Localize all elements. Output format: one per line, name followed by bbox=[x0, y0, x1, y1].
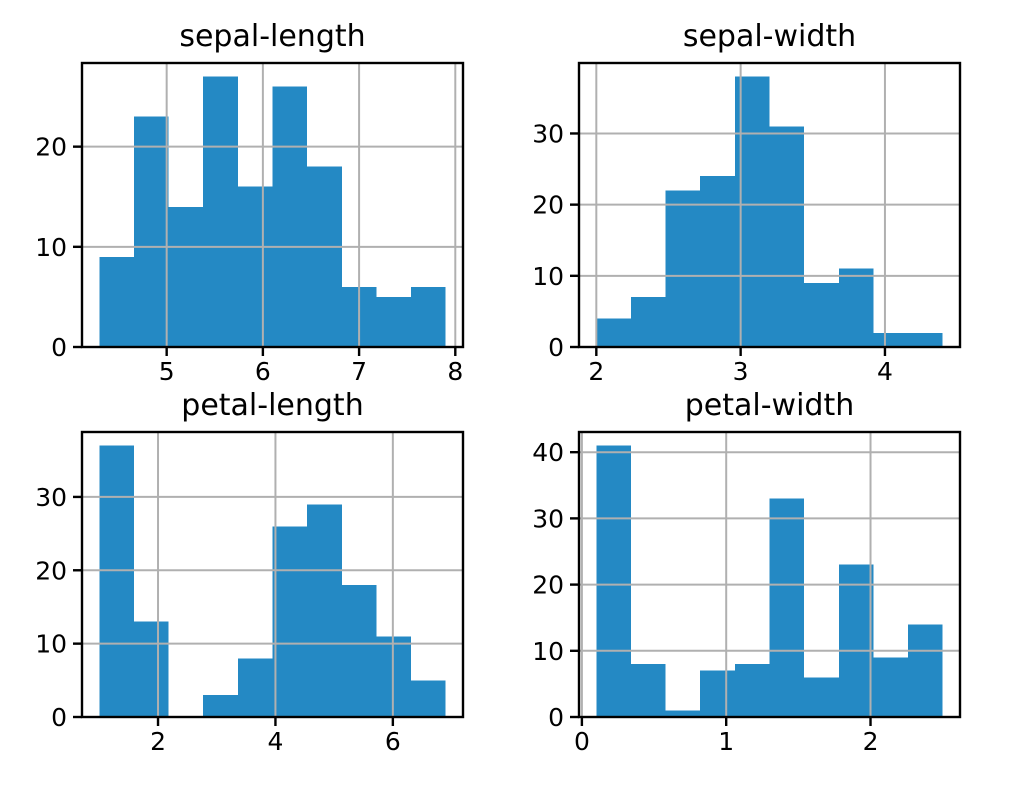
svg-text:2: 2 bbox=[863, 727, 879, 756]
axes-spines bbox=[577, 430, 962, 719]
svg-text:20: 20 bbox=[35, 556, 67, 585]
axes-spines bbox=[80, 430, 465, 719]
axis-layer: 2 3 4 0 10 20 30 bbox=[532, 119, 893, 386]
gridlines-layer bbox=[82, 63, 463, 348]
svg-text:10: 10 bbox=[532, 637, 564, 666]
svg-text:7: 7 bbox=[351, 357, 367, 386]
svg-text:20: 20 bbox=[532, 191, 564, 220]
svg-text:3: 3 bbox=[733, 357, 749, 386]
subplot-title-petal-length: petal-length bbox=[181, 388, 364, 423]
axes-spines bbox=[577, 61, 962, 349]
svg-text:4: 4 bbox=[877, 357, 893, 386]
subplot-petal-length: petal-length 2 4 6 0 10 20 30 bbox=[35, 388, 465, 756]
svg-text:0: 0 bbox=[548, 703, 564, 732]
svg-text:8: 8 bbox=[447, 357, 463, 386]
subplot-sepal-length: sepal-length 5 6 7 8 0 10 20 bbox=[35, 19, 465, 386]
svg-text:30: 30 bbox=[532, 119, 564, 148]
svg-text:0: 0 bbox=[51, 703, 67, 732]
histogram-plot-sepal-length: 5 6 7 8 0 10 20 bbox=[35, 61, 465, 386]
svg-text:20: 20 bbox=[35, 133, 67, 162]
svg-text:10: 10 bbox=[532, 262, 564, 291]
svg-text:10: 10 bbox=[35, 233, 67, 262]
svg-text:30: 30 bbox=[35, 483, 67, 512]
svg-text:2: 2 bbox=[588, 357, 604, 386]
svg-text:0: 0 bbox=[574, 727, 590, 756]
bars-layer bbox=[99, 76, 446, 347]
svg-text:6: 6 bbox=[385, 727, 401, 756]
svg-text:0: 0 bbox=[548, 333, 564, 362]
svg-text:1: 1 bbox=[718, 727, 734, 756]
histogram-plot-petal-length: 2 4 6 0 10 20 30 bbox=[35, 430, 465, 756]
svg-text:2: 2 bbox=[150, 727, 166, 756]
subplot-title-petal-width: petal-width bbox=[684, 388, 855, 423]
svg-text:10: 10 bbox=[35, 630, 67, 659]
bars-layer bbox=[596, 76, 943, 347]
axis-layer: 5 6 7 8 0 10 20 bbox=[35, 133, 463, 386]
svg-text:40: 40 bbox=[532, 438, 564, 467]
histogram-plot-sepal-width: 2 3 4 0 10 20 30 bbox=[532, 61, 962, 386]
svg-text:4: 4 bbox=[267, 727, 283, 756]
subplot-title-sepal-width: sepal-width bbox=[682, 19, 857, 54]
svg-text:20: 20 bbox=[532, 571, 564, 600]
svg-text:0: 0 bbox=[51, 333, 67, 362]
svg-text:6: 6 bbox=[255, 357, 271, 386]
svg-text:5: 5 bbox=[159, 357, 175, 386]
axis-layer: 2 4 6 0 10 20 30 bbox=[35, 483, 401, 756]
subplot-sepal-width: sepal-width 2 3 4 0 10 20 30 bbox=[532, 19, 962, 386]
svg-text:30: 30 bbox=[532, 504, 564, 533]
subplot-title-sepal-length: sepal-length bbox=[179, 19, 366, 54]
axes-spines bbox=[80, 61, 465, 349]
bars-layer bbox=[596, 445, 943, 717]
subplot-petal-width: petal-width 0 1 2 0 10 20 30 40 bbox=[532, 388, 962, 756]
